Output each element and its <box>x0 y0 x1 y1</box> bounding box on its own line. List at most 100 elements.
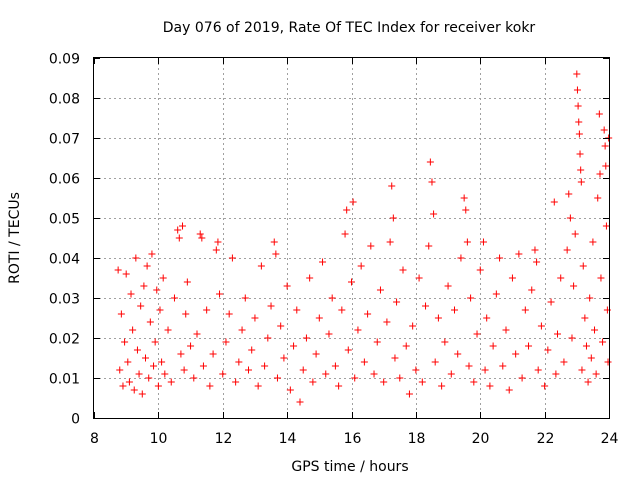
data-point <box>573 86 581 94</box>
data-point <box>137 302 145 310</box>
data-point <box>604 358 612 366</box>
x-tick-label: 20 <box>472 431 490 447</box>
data-point <box>422 302 430 310</box>
chart-title: Day 076 of 2019, Rate Of TEC Index for r… <box>163 20 536 36</box>
data-point <box>389 214 397 222</box>
data-point <box>354 326 362 334</box>
data-point <box>360 358 368 366</box>
data-point <box>146 318 154 326</box>
data-point <box>399 266 407 274</box>
data-point <box>306 274 314 282</box>
y-tick-label: 0.09 <box>49 52 80 68</box>
data-point <box>431 358 439 366</box>
data-point <box>557 274 565 282</box>
data-point <box>331 362 339 370</box>
data-point <box>584 378 592 386</box>
data-point <box>158 358 166 366</box>
data-point <box>222 338 230 346</box>
data-point <box>579 262 587 270</box>
y-tick-label: 0.01 <box>49 372 80 388</box>
data-point <box>209 350 217 358</box>
data-point <box>462 206 470 214</box>
data-point <box>270 238 278 246</box>
data-point <box>573 70 581 78</box>
data-point <box>116 366 124 374</box>
data-point <box>441 338 449 346</box>
data-point <box>214 238 222 246</box>
data-point <box>325 330 333 338</box>
data-point <box>225 310 233 318</box>
y-tick-label: 0.07 <box>49 132 80 148</box>
data-point <box>133 346 141 354</box>
data-point <box>127 290 135 298</box>
x-axis-label: GPS time / hours <box>291 459 408 475</box>
data-point <box>190 374 198 382</box>
data-point <box>602 162 610 170</box>
data-point <box>145 374 153 382</box>
data-point <box>125 378 133 386</box>
data-points <box>114 70 613 406</box>
grid-lines <box>94 58 609 418</box>
data-point <box>591 326 599 334</box>
data-point <box>164 326 172 334</box>
data-point <box>286 386 294 394</box>
data-point <box>418 378 426 386</box>
data-point <box>206 382 214 390</box>
data-point <box>528 286 536 294</box>
data-point <box>302 334 310 342</box>
x-tick-label: 14 <box>279 431 297 447</box>
data-point <box>525 342 533 350</box>
axis-ticks <box>94 58 610 419</box>
data-point <box>602 222 610 230</box>
data-point <box>587 354 595 362</box>
data-point <box>578 366 586 374</box>
y-tick-label: 0.08 <box>49 92 80 108</box>
data-point <box>179 222 187 230</box>
data-point <box>589 238 597 246</box>
data-point <box>425 242 433 250</box>
data-point <box>565 190 573 198</box>
data-point <box>254 382 262 390</box>
data-point <box>180 366 188 374</box>
data-point <box>203 306 211 314</box>
data-point <box>251 314 259 322</box>
x-tick-label: 8 <box>90 431 99 447</box>
data-point <box>470 378 478 386</box>
x-tick-label: 12 <box>215 431 233 447</box>
data-point <box>132 254 140 262</box>
data-point <box>508 274 516 282</box>
data-point <box>502 326 510 334</box>
data-point <box>124 358 132 366</box>
data-point <box>309 378 317 386</box>
x-tick-labels: 8 10 12 14 16 18 20 22 24 <box>90 431 618 447</box>
data-point <box>235 358 243 366</box>
data-point <box>241 294 249 302</box>
x-tick-label: 22 <box>537 431 555 447</box>
y-tick-labels: 0 0.01 0.02 0.03 0.04 0.05 0.06 0.07 0.08 0.09 <box>49 52 80 428</box>
data-point <box>273 374 281 382</box>
data-point <box>154 382 162 390</box>
data-point <box>183 278 191 286</box>
y-tick-label: 0.06 <box>49 172 80 188</box>
data-point <box>596 170 604 178</box>
data-point <box>547 298 555 306</box>
data-point <box>554 330 561 338</box>
data-point <box>595 110 603 118</box>
data-point <box>476 266 484 274</box>
x-tick-label: 16 <box>344 431 362 447</box>
data-point <box>552 370 560 378</box>
data-point <box>405 390 413 398</box>
data-point <box>117 310 125 318</box>
data-point <box>272 250 280 258</box>
data-point <box>293 306 301 314</box>
data-point <box>391 354 399 362</box>
data-point <box>512 350 520 358</box>
data-point <box>537 322 545 330</box>
data-point <box>248 346 256 354</box>
data-point <box>182 310 190 318</box>
data-point <box>264 334 272 342</box>
data-point <box>388 182 396 190</box>
data-point <box>430 210 438 218</box>
data-point <box>479 238 487 246</box>
data-point <box>351 374 359 382</box>
